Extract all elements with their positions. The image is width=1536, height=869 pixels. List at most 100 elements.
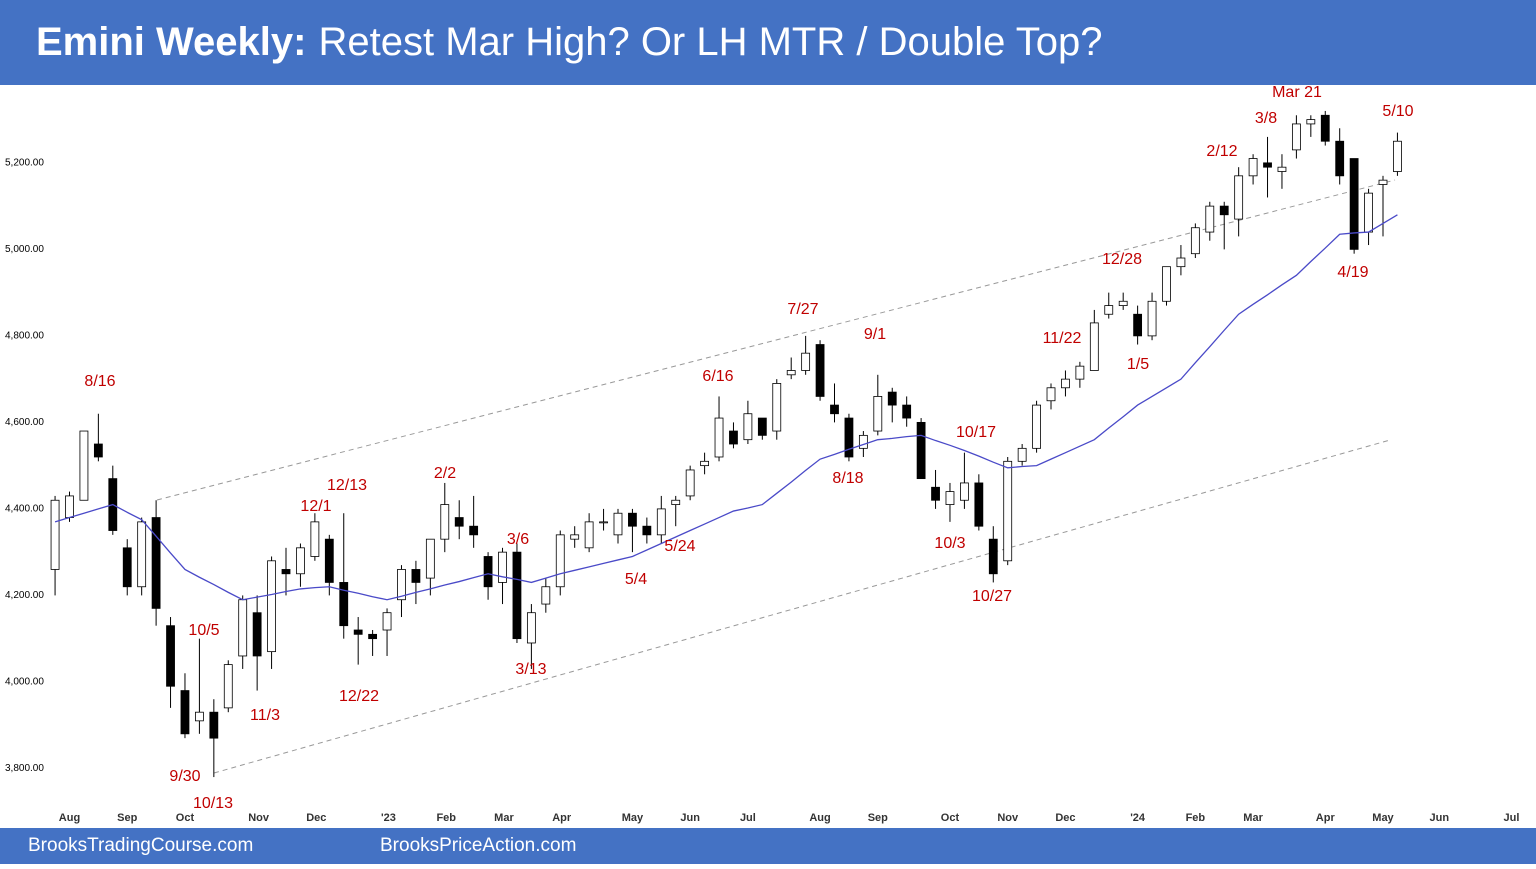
candle-body <box>1089 322 1099 371</box>
candle-body <box>1263 162 1272 168</box>
candle-body <box>1306 119 1316 125</box>
candle-body <box>945 491 955 505</box>
candle-body <box>454 517 464 527</box>
candle-body <box>1349 158 1359 250</box>
candle-body <box>916 421 926 480</box>
annotation: 1/5 <box>1127 356 1149 373</box>
candle-body <box>1162 266 1171 302</box>
candle-body <box>137 521 147 588</box>
candle-body <box>166 625 175 687</box>
y-tick-label: 4,600.00 <box>5 417 44 428</box>
annotation: 3/8 <box>1255 110 1277 127</box>
candle-body <box>50 499 60 570</box>
annotation: 10/27 <box>972 588 1012 605</box>
candle-body <box>729 430 738 445</box>
candle-body <box>1032 404 1041 449</box>
candle-body <box>988 538 998 575</box>
title-bold: Emini Weekly: <box>36 20 306 64</box>
candle-body <box>1320 114 1330 142</box>
candle-body <box>786 370 796 376</box>
candle-body <box>425 538 435 579</box>
annotation: 9/30 <box>169 768 200 785</box>
candle-body <box>960 482 969 501</box>
candle-body <box>324 538 334 583</box>
annotation: 12/28 <box>1102 251 1142 268</box>
annotation: 3/6 <box>507 531 529 548</box>
x-tick-label: Sep <box>868 812 888 824</box>
candle-body <box>570 534 580 540</box>
annotation: 9/1 <box>864 326 886 343</box>
x-tick-label: Oct <box>941 812 960 824</box>
annotation: 5/4 <box>625 571 647 588</box>
x-tick-label: Feb <box>1186 812 1206 824</box>
x-tick-label: May <box>1372 812 1394 824</box>
channel-lower <box>213 439 1391 774</box>
candle-body <box>700 460 709 467</box>
candle-body <box>79 430 89 501</box>
candle-body <box>440 504 450 540</box>
candle-body <box>411 569 421 583</box>
candle-body <box>858 434 868 449</box>
annotation: 10/5 <box>188 622 219 639</box>
candle-body <box>887 391 897 406</box>
chart-title: Emini Weekly: Retest Mar High? Or LH MTR … <box>36 20 1102 64</box>
candle-body <box>844 417 854 458</box>
x-tick-label: Dec <box>1055 812 1075 824</box>
x-tick-label: Oct <box>176 812 195 824</box>
x-tick-label: Jun <box>1430 812 1450 824</box>
candle-body <box>180 690 190 735</box>
candle-body <box>584 521 594 549</box>
candle-body <box>1378 179 1388 185</box>
candle-body <box>209 711 219 739</box>
candle-body <box>743 413 753 441</box>
candle-body <box>469 525 479 536</box>
candle-body <box>512 551 522 640</box>
footer-left: BrooksTradingCourse.com <box>28 835 253 856</box>
annotation: 10/13 <box>193 795 233 812</box>
y-tick-label: 4,800.00 <box>5 331 44 342</box>
candle-body <box>599 521 608 524</box>
footer-band <box>0 828 1536 864</box>
candle-body <box>151 517 161 609</box>
header-band <box>0 0 1536 85</box>
candle-body <box>671 499 681 505</box>
candle-body <box>122 547 132 588</box>
candle-body <box>65 495 74 518</box>
annotation: 8/18 <box>832 470 863 487</box>
candle-body <box>642 525 652 536</box>
candle-body <box>310 521 320 557</box>
candle-body <box>483 556 493 588</box>
y-tick-label: 4,400.00 <box>5 504 44 515</box>
annotation: 11/22 <box>1043 330 1082 347</box>
x-tick-label: '24 <box>1130 812 1146 824</box>
annotation: 5/24 <box>664 538 695 555</box>
candle-body <box>772 383 782 432</box>
candle-body <box>801 352 811 371</box>
annotation: 11/3 <box>250 707 280 724</box>
y-tick-label: 4,200.00 <box>5 590 44 601</box>
candle-body <box>902 404 912 419</box>
x-tick-label: Feb <box>436 812 456 824</box>
x-tick-label: Aug <box>809 812 830 824</box>
candle-body <box>974 482 984 527</box>
candle-body <box>815 344 825 397</box>
candle-body <box>296 547 305 575</box>
x-tick-label: Apr <box>1316 812 1336 824</box>
annotation: 3/13 <box>515 661 546 678</box>
annotation: 6/16 <box>702 368 733 385</box>
candle-body <box>1118 300 1128 306</box>
candle-body <box>1234 175 1244 220</box>
candle-body <box>1248 158 1258 177</box>
x-tick-label: Jul <box>1504 812 1520 824</box>
candle-body <box>656 508 666 536</box>
candle-body <box>555 534 565 588</box>
candle-body <box>368 633 378 640</box>
candle-body <box>223 664 233 709</box>
moving-average <box>54 214 1398 601</box>
footer-right: BrooksPriceAction.com <box>380 835 576 856</box>
candle-body <box>1017 447 1027 462</box>
candle-body <box>1205 205 1215 233</box>
candle-body <box>1061 378 1070 389</box>
candle-body <box>1075 365 1085 380</box>
x-tick-label: Mar <box>1243 812 1263 824</box>
